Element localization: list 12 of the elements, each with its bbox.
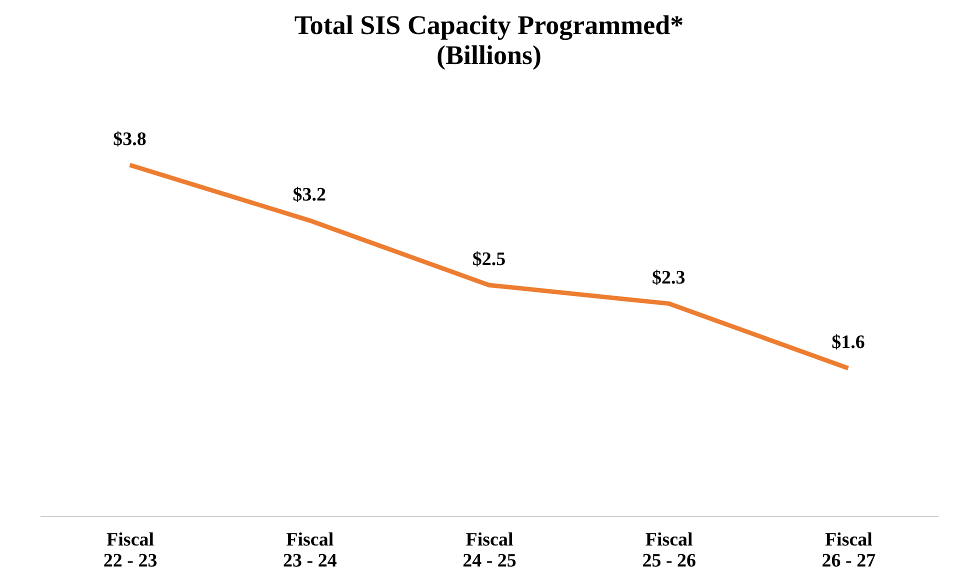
x-tick-label: Fiscal 24 - 25 xyxy=(462,530,516,572)
data-label: $1.6 xyxy=(832,332,865,354)
x-tick-label: Fiscal 22 - 23 xyxy=(103,530,158,572)
data-label: $3.2 xyxy=(292,184,326,206)
x-tick-label: Fiscal 23 - 24 xyxy=(282,530,338,572)
chart-title: Total SIS Capacity Programmed* xyxy=(294,10,684,40)
data-label: $3.8 xyxy=(113,129,146,150)
data-label: $2.3 xyxy=(652,268,686,289)
x-tick-label: Fiscal 26 - 27 xyxy=(822,530,876,572)
data-label: $2.5 xyxy=(472,249,506,270)
chart-subtitle: (Billions) xyxy=(436,40,542,70)
x-tick-label: Fiscal 25 - 26 xyxy=(642,530,696,572)
